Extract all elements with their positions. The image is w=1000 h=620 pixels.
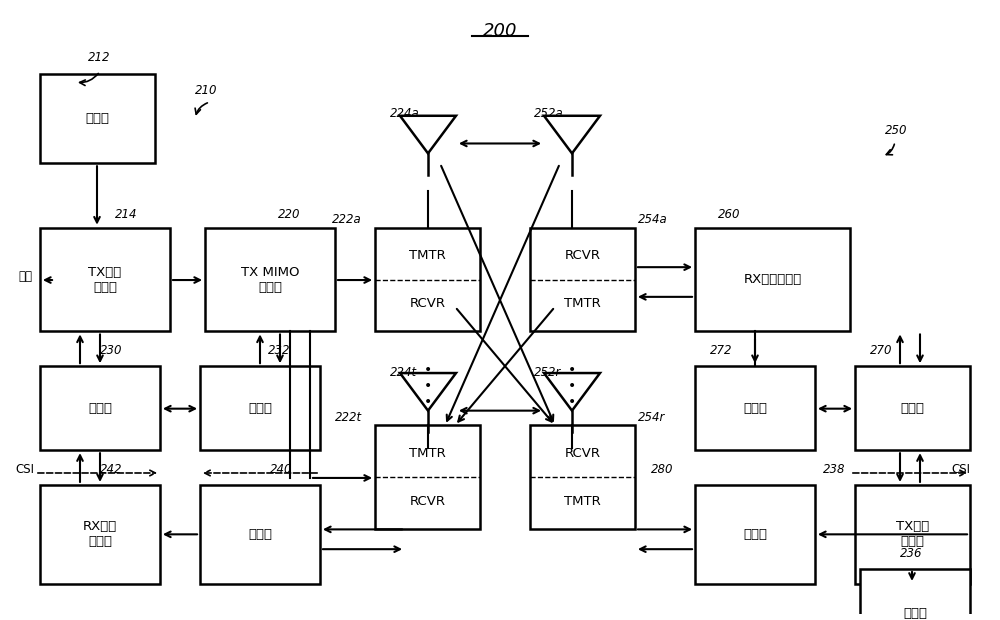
Text: RCVR: RCVR bbox=[564, 249, 600, 262]
FancyBboxPatch shape bbox=[695, 366, 815, 450]
Text: 236: 236 bbox=[900, 547, 922, 560]
Text: 254a: 254a bbox=[638, 213, 668, 226]
Text: 224a: 224a bbox=[390, 107, 420, 120]
Text: 存储器: 存储器 bbox=[248, 402, 272, 415]
Text: TMTR: TMTR bbox=[409, 249, 446, 262]
Text: 212: 212 bbox=[88, 51, 110, 64]
FancyBboxPatch shape bbox=[205, 228, 335, 332]
FancyBboxPatch shape bbox=[375, 228, 480, 332]
FancyBboxPatch shape bbox=[40, 74, 155, 163]
FancyBboxPatch shape bbox=[200, 485, 320, 584]
Text: CSI: CSI bbox=[15, 463, 34, 476]
Text: 230: 230 bbox=[100, 344, 122, 357]
Text: 数据源: 数据源 bbox=[86, 112, 110, 125]
Text: 252a: 252a bbox=[534, 107, 564, 120]
FancyBboxPatch shape bbox=[200, 366, 320, 450]
FancyBboxPatch shape bbox=[860, 569, 970, 620]
Text: 242: 242 bbox=[100, 463, 122, 476]
Text: 处理器: 处理器 bbox=[900, 402, 924, 415]
Text: RCVR: RCVR bbox=[564, 447, 600, 460]
Text: TMTR: TMTR bbox=[409, 447, 446, 460]
FancyBboxPatch shape bbox=[695, 485, 815, 584]
Text: 240: 240 bbox=[270, 463, 292, 476]
Text: RX数据
处理器: RX数据 处理器 bbox=[83, 520, 117, 548]
Text: 270: 270 bbox=[870, 344, 893, 357]
Text: 224t: 224t bbox=[390, 366, 417, 379]
Text: •
•
•: • • • bbox=[424, 363, 432, 409]
Text: CSI: CSI bbox=[951, 463, 970, 476]
Text: 200: 200 bbox=[483, 22, 517, 40]
FancyBboxPatch shape bbox=[375, 425, 480, 529]
Text: TX数据
处理器: TX数据 处理器 bbox=[896, 520, 929, 548]
Text: 252r: 252r bbox=[534, 366, 561, 379]
FancyBboxPatch shape bbox=[855, 366, 970, 450]
Text: 272: 272 bbox=[710, 344, 732, 357]
Text: RCVR: RCVR bbox=[410, 297, 446, 310]
Text: 存储器: 存储器 bbox=[743, 402, 767, 415]
Text: 222t: 222t bbox=[335, 410, 362, 423]
Text: 280: 280 bbox=[650, 463, 673, 476]
FancyBboxPatch shape bbox=[695, 228, 850, 332]
FancyBboxPatch shape bbox=[530, 425, 635, 529]
Text: TMTR: TMTR bbox=[564, 495, 601, 508]
Text: 238: 238 bbox=[822, 463, 845, 476]
Text: 214: 214 bbox=[115, 208, 138, 221]
Text: 220: 220 bbox=[278, 208, 300, 221]
FancyBboxPatch shape bbox=[40, 366, 160, 450]
Text: 222a: 222a bbox=[332, 213, 362, 226]
FancyBboxPatch shape bbox=[855, 485, 970, 584]
Text: 254r: 254r bbox=[638, 410, 665, 423]
Text: 250: 250 bbox=[885, 123, 908, 136]
Text: RCVR: RCVR bbox=[410, 495, 446, 508]
Text: 调制器: 调制器 bbox=[743, 528, 767, 541]
Text: 232: 232 bbox=[268, 344, 290, 357]
FancyBboxPatch shape bbox=[40, 228, 170, 332]
Text: TX MIMO
处理器: TX MIMO 处理器 bbox=[241, 265, 299, 293]
Text: 导频: 导频 bbox=[18, 270, 32, 283]
FancyBboxPatch shape bbox=[530, 228, 635, 332]
Text: 处理器: 处理器 bbox=[88, 402, 112, 415]
Text: RX数据处理器: RX数据处理器 bbox=[743, 273, 802, 286]
Text: 260: 260 bbox=[718, 208, 740, 221]
Text: •
•
•: • • • bbox=[568, 363, 576, 409]
Text: 数据源: 数据源 bbox=[903, 607, 927, 620]
Text: TMTR: TMTR bbox=[564, 297, 601, 310]
Text: TX数据
处理器: TX数据 处理器 bbox=[88, 265, 122, 293]
FancyBboxPatch shape bbox=[40, 485, 160, 584]
Text: 210: 210 bbox=[195, 84, 218, 97]
Text: 解调器: 解调器 bbox=[248, 528, 272, 541]
